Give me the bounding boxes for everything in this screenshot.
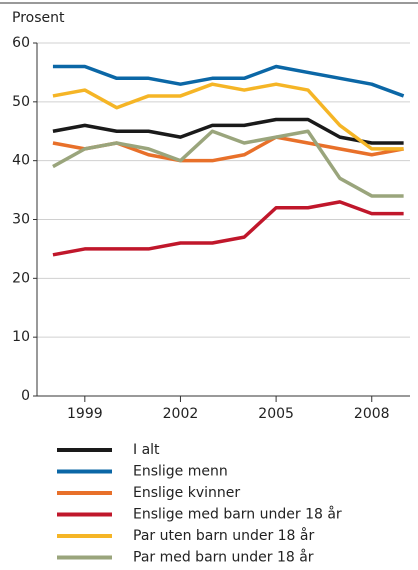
legend-label: Par med barn under 18 år (133, 549, 314, 566)
series-line (52, 117, 404, 145)
x-tick-label: 1999 (67, 406, 103, 422)
y-axis-label: Prosent (12, 10, 65, 26)
series-line (52, 129, 404, 198)
series-line (52, 82, 404, 151)
y-tick-label: 60 (12, 35, 30, 51)
y-tick-label: 20 (12, 270, 30, 286)
legend-label: Enslige med barn under 18 år (133, 506, 342, 523)
x-tick-label: 2002 (163, 406, 199, 422)
legend-label: I alt (133, 442, 160, 458)
x-tick-label: 2008 (354, 406, 390, 422)
y-tick-label: 10 (12, 329, 30, 345)
y-tick-label: 30 (12, 212, 30, 228)
y-tick-label: 0 (21, 388, 30, 404)
y-tick-label: 50 (12, 94, 30, 110)
series-line (52, 200, 404, 257)
legend-label: Enslige menn (133, 464, 228, 480)
series-line (52, 64, 405, 98)
legend-label: Par uten barn under 18 år (133, 527, 314, 544)
x-tick-label: 2005 (258, 406, 294, 422)
y-tick-label: 40 (12, 153, 30, 169)
legend-label: Enslige kvinner (133, 485, 240, 501)
